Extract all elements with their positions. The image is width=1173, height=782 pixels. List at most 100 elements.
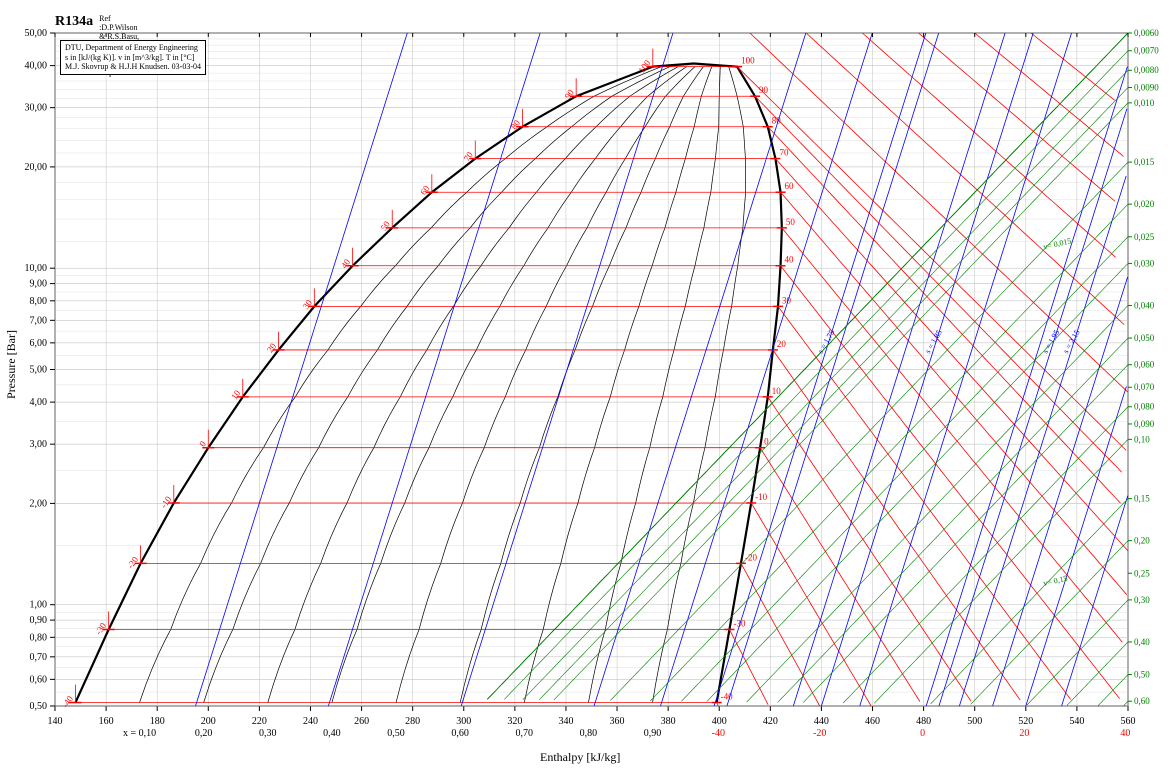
svg-text:0,90: 0,90 — [30, 615, 48, 626]
svg-text:0,40: 0,40 — [1134, 637, 1150, 647]
svg-text:300: 300 — [456, 716, 471, 727]
svg-text:0,60: 0,60 — [451, 728, 469, 739]
svg-text:0,70: 0,70 — [516, 728, 534, 739]
svg-text:460: 460 — [865, 716, 880, 727]
svg-text:480: 480 — [916, 716, 931, 727]
x-axis-label: Enthalpy [kJ/kg] — [540, 750, 620, 765]
ph-diagram-svg: 1401601802002202402602803003203403603804… — [0, 0, 1173, 782]
svg-text:0,30: 0,30 — [259, 728, 277, 739]
infobox-line1: DTU, Department of Energy Engineering — [65, 43, 201, 53]
y-axis-label: Pressure [Bar] — [4, 330, 19, 399]
svg-text:0,50: 0,50 — [30, 701, 48, 712]
svg-text:0,50: 0,50 — [1134, 670, 1150, 680]
svg-text:0,090: 0,090 — [1134, 419, 1155, 429]
chart-title: R134a Ref :D.P.Wilson & R.S.Basu, ASHRAE… — [55, 14, 93, 30]
svg-text:50,00: 50,00 — [25, 28, 48, 39]
svg-text:40: 40 — [785, 255, 795, 265]
svg-text:30,00: 30,00 — [25, 103, 48, 114]
svg-text:0,015: 0,015 — [1134, 157, 1155, 167]
chart-container: 1401601802002202402602803003203403603804… — [0, 0, 1173, 782]
svg-text:3,00: 3,00 — [30, 439, 48, 450]
svg-text:160: 160 — [99, 716, 114, 727]
svg-text:0,0070: 0,0070 — [1134, 46, 1159, 56]
svg-text:20: 20 — [777, 339, 787, 349]
svg-text:80: 80 — [772, 116, 782, 126]
svg-text:0,40: 0,40 — [323, 728, 341, 739]
svg-text:0,80: 0,80 — [580, 728, 598, 739]
svg-text:200: 200 — [201, 716, 216, 727]
svg-text:0,0080: 0,0080 — [1134, 65, 1159, 75]
svg-text:0,0090: 0,0090 — [1134, 82, 1159, 92]
svg-text:260: 260 — [354, 716, 369, 727]
svg-text:0,60: 0,60 — [30, 674, 48, 685]
svg-text:1,00: 1,00 — [30, 600, 48, 611]
svg-text:0,060: 0,060 — [1134, 360, 1155, 370]
info-box: DTU, Department of Energy Engineering s … — [60, 40, 206, 75]
svg-text:5,00: 5,00 — [30, 365, 48, 376]
svg-text:10,00: 10,00 — [25, 263, 48, 274]
svg-text:0,070: 0,070 — [1134, 382, 1155, 392]
svg-text:280: 280 — [405, 716, 420, 727]
svg-text:560: 560 — [1121, 716, 1136, 727]
svg-text:6,00: 6,00 — [30, 338, 48, 349]
svg-text:8,00: 8,00 — [30, 296, 48, 307]
svg-text:400: 400 — [712, 716, 727, 727]
svg-text:40: 40 — [1120, 728, 1130, 739]
svg-text:440: 440 — [814, 716, 829, 727]
svg-text:40,00: 40,00 — [25, 61, 48, 72]
svg-text:-20: -20 — [813, 728, 826, 739]
svg-text:7,00: 7,00 — [30, 315, 48, 326]
svg-text:v= 0,15: v= 0,15 — [1042, 574, 1068, 588]
svg-text:0,20: 0,20 — [1134, 536, 1150, 546]
svg-text:0,10: 0,10 — [1134, 434, 1150, 444]
svg-text:0,20: 0,20 — [195, 728, 213, 739]
svg-text:240: 240 — [303, 716, 318, 727]
svg-text:0,70: 0,70 — [30, 652, 48, 663]
svg-text:0,90: 0,90 — [644, 728, 662, 739]
svg-text:0: 0 — [920, 728, 925, 739]
title-text: R134a — [55, 14, 93, 29]
svg-text:0,25: 0,25 — [1134, 568, 1150, 578]
svg-text:0,025: 0,025 — [1134, 232, 1155, 242]
svg-text:540: 540 — [1069, 716, 1084, 727]
svg-text:520: 520 — [1018, 716, 1033, 727]
svg-text:70: 70 — [779, 148, 789, 158]
svg-text:320: 320 — [507, 716, 522, 727]
svg-text:0,0060: 0,0060 — [1134, 28, 1159, 38]
svg-text:0,040: 0,040 — [1134, 300, 1155, 310]
svg-text:0,80: 0,80 — [30, 632, 48, 643]
svg-text:60: 60 — [785, 181, 795, 191]
svg-text:500: 500 — [967, 716, 982, 727]
svg-text:-10: -10 — [755, 492, 767, 502]
svg-text:0,50: 0,50 — [387, 728, 405, 739]
svg-text:140: 140 — [48, 716, 63, 727]
svg-text:0: 0 — [764, 437, 769, 447]
svg-text:100: 100 — [741, 56, 755, 66]
svg-text:50: 50 — [786, 217, 796, 227]
svg-text:0,050: 0,050 — [1134, 333, 1155, 343]
svg-text:0,15: 0,15 — [1134, 494, 1150, 504]
svg-text:380: 380 — [661, 716, 676, 727]
svg-text:-40: -40 — [712, 728, 725, 739]
svg-text:v= 0,015: v= 0,015 — [1042, 236, 1072, 251]
svg-text:0,080: 0,080 — [1134, 402, 1155, 412]
svg-text:9,00: 9,00 — [30, 279, 48, 290]
svg-text:10: 10 — [772, 386, 782, 396]
svg-text:360: 360 — [610, 716, 625, 727]
svg-text:20,00: 20,00 — [25, 162, 48, 173]
svg-text:x = 0,10: x = 0,10 — [123, 728, 156, 739]
infobox-line2: s in [kJ/(kg K)]. v in [m^3/kg]. T in [°… — [65, 53, 201, 63]
svg-text:90: 90 — [759, 85, 769, 95]
svg-text:340: 340 — [558, 716, 573, 727]
svg-text:420: 420 — [763, 716, 778, 727]
svg-text:0,30: 0,30 — [1134, 595, 1150, 605]
svg-text:180: 180 — [150, 716, 165, 727]
svg-text:-40: -40 — [60, 694, 75, 710]
svg-text:0,60: 0,60 — [1134, 696, 1150, 706]
infobox-line3: M.J. Skovrup & H.J.H Knudsen. 03-03-04 — [65, 62, 201, 72]
svg-text:20: 20 — [1019, 728, 1029, 739]
svg-text:220: 220 — [252, 716, 267, 727]
svg-text:0,010: 0,010 — [1134, 98, 1155, 108]
svg-text:4,00: 4,00 — [30, 397, 48, 408]
svg-text:2,00: 2,00 — [30, 498, 48, 509]
